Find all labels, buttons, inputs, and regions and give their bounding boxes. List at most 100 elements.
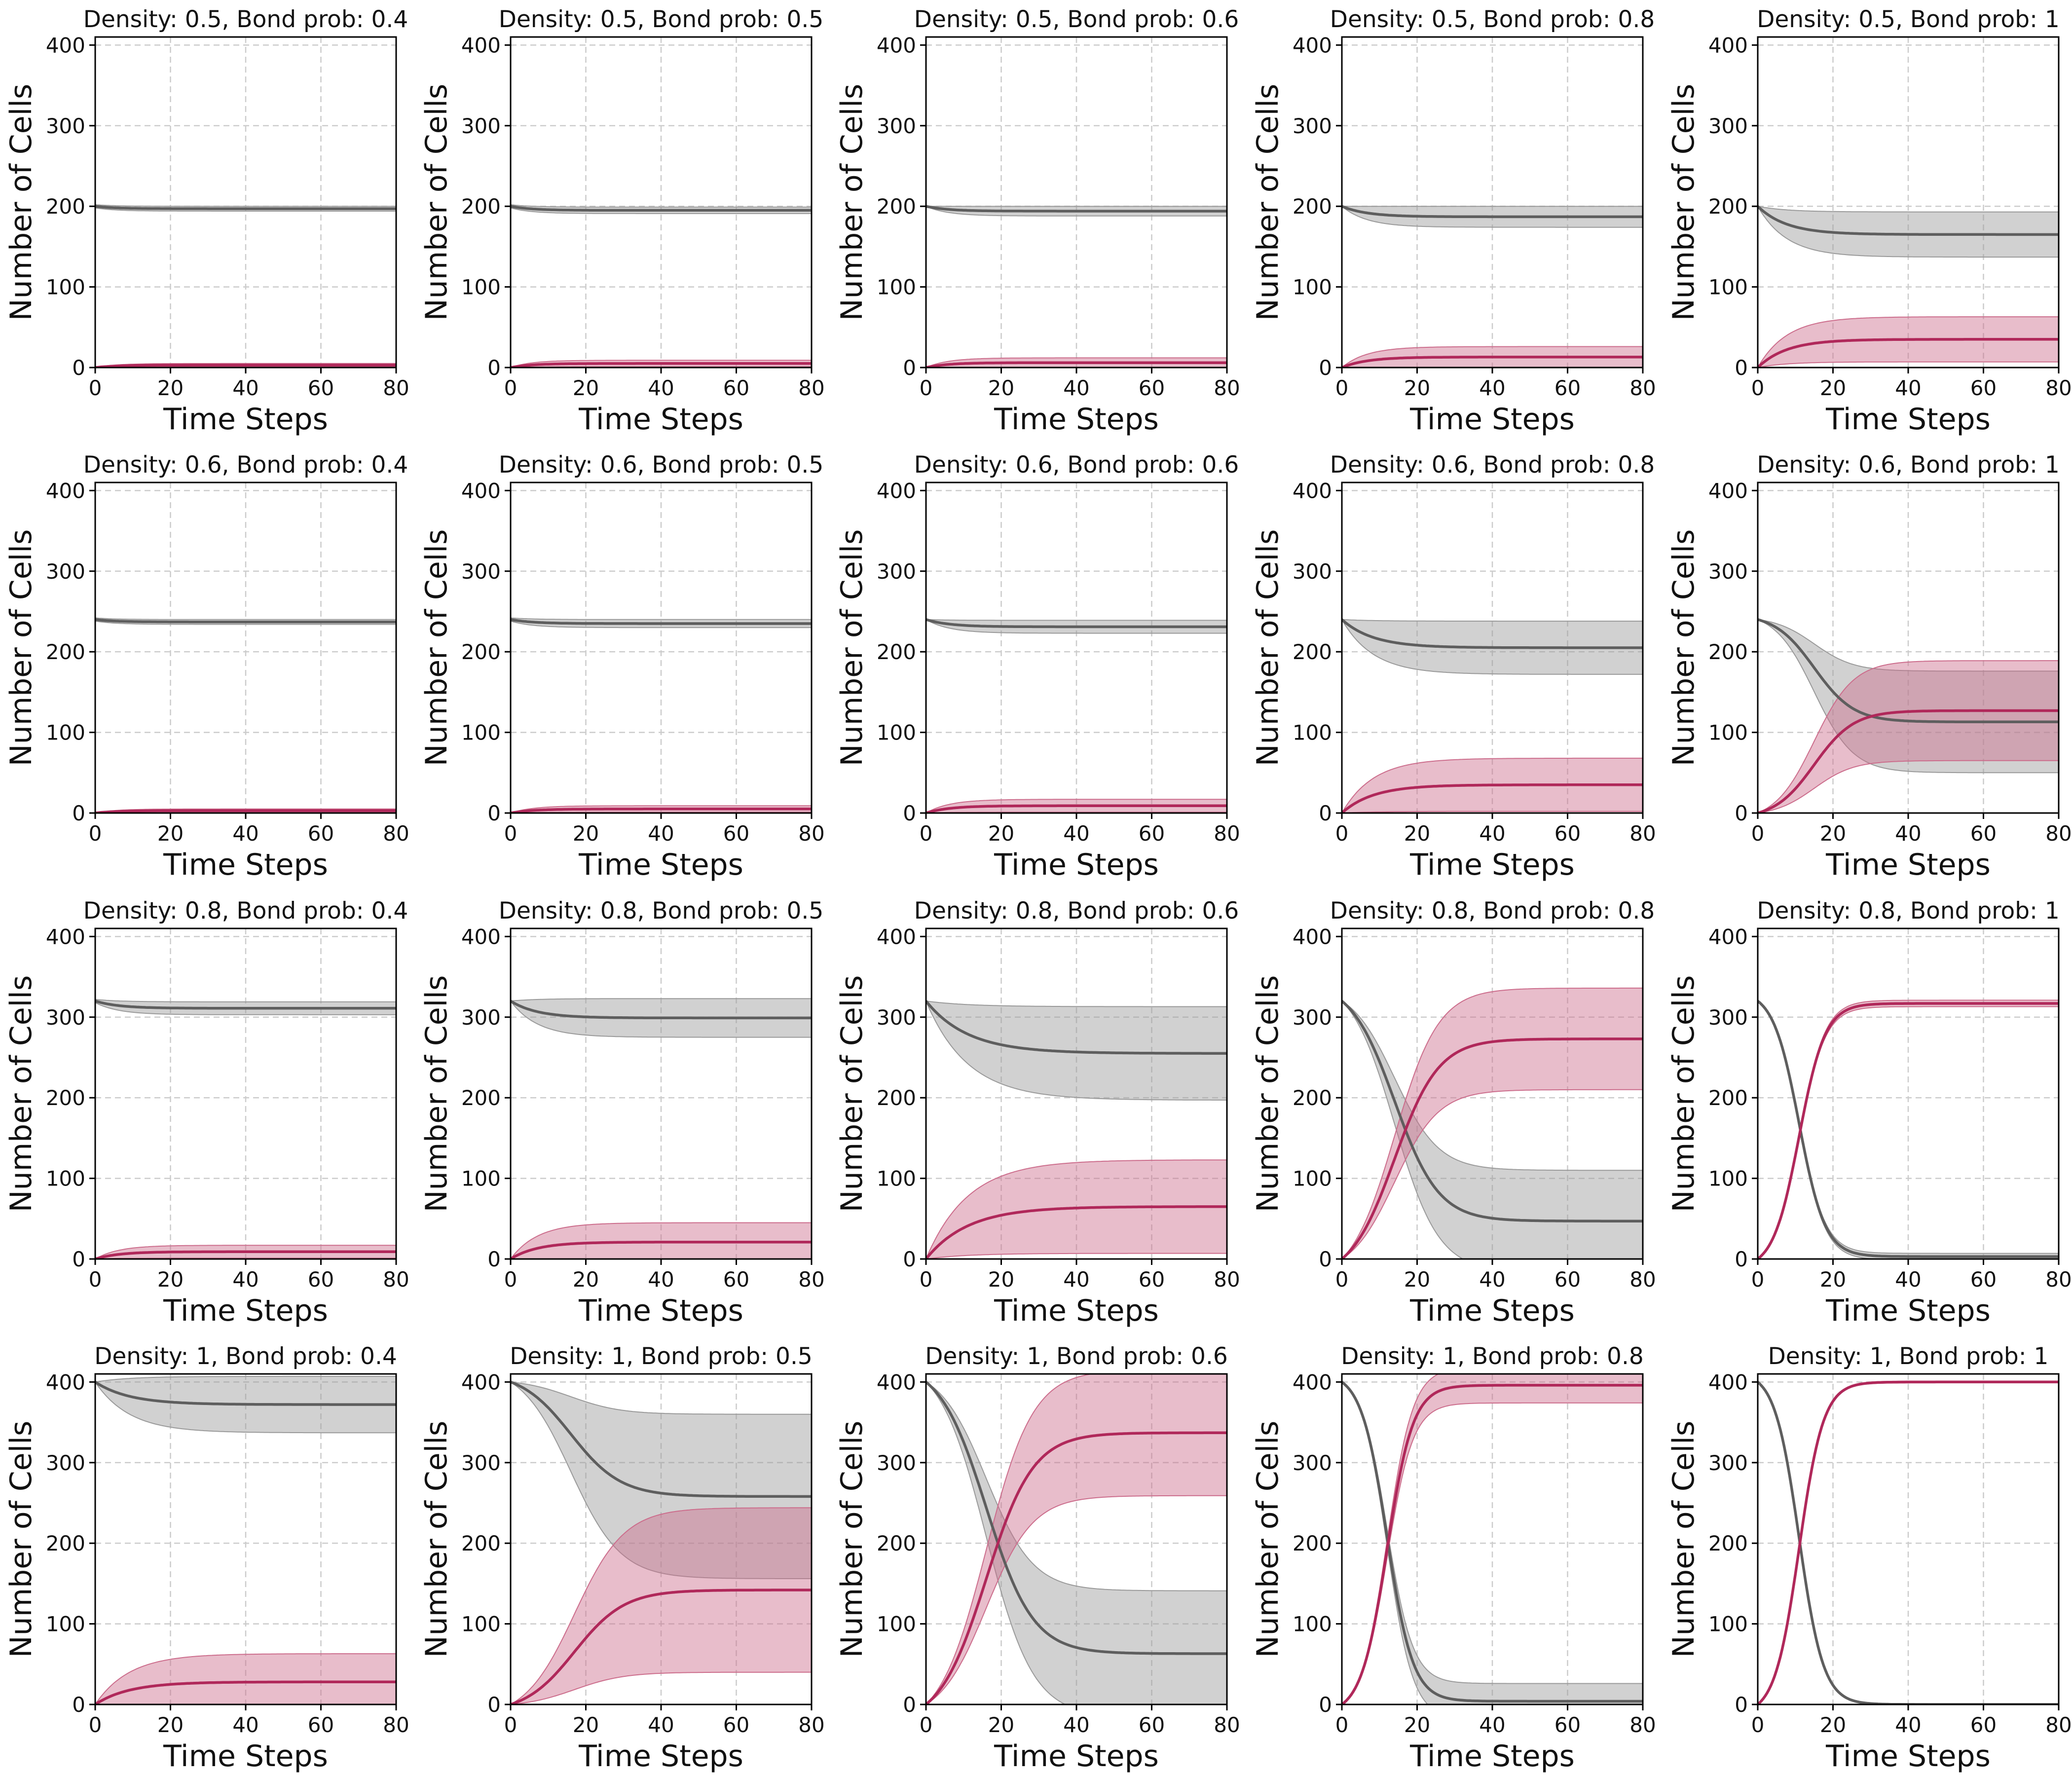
- intact-band: [926, 1000, 1227, 1101]
- subplot-title: Density: 0.8, Bond prob: 0.5: [499, 897, 823, 925]
- x-tick-label: 0: [1751, 1713, 1765, 1737]
- x-axis-label: Time Steps: [1825, 402, 1991, 437]
- x-tick-label: 0: [1751, 821, 1765, 846]
- converted-band: [1758, 999, 2059, 1259]
- x-tick-label: 0: [1335, 376, 1349, 400]
- x-axis-label: Time Steps: [578, 1294, 743, 1328]
- subplot-title: Density: 0.6, Bond prob: 0.4: [83, 451, 408, 479]
- x-tick-label: 60: [1554, 1713, 1581, 1737]
- x-tick-label: 80: [1214, 376, 1240, 400]
- x-tick-label: 0: [1335, 1267, 1349, 1292]
- x-tick-label: 20: [988, 1267, 1014, 1292]
- x-tick-label: 60: [723, 821, 749, 846]
- y-tick-label: 300: [877, 114, 916, 138]
- y-tick-label: 0: [487, 1693, 501, 1717]
- y-axis-label: Number of Cells: [1666, 1421, 1701, 1658]
- x-tick-label: 0: [89, 376, 102, 400]
- y-tick-label: 300: [1708, 559, 1748, 584]
- x-tick-label: 60: [308, 1267, 334, 1292]
- y-axis-label: Number of Cells: [419, 1421, 454, 1658]
- x-tick-label: 0: [504, 821, 518, 846]
- converted-band: [1758, 316, 2059, 368]
- y-tick-label: 300: [1293, 1005, 1332, 1030]
- y-tick-label: 200: [1293, 1086, 1332, 1110]
- y-tick-label: 300: [46, 114, 85, 138]
- y-tick-label: 400: [461, 479, 501, 503]
- x-tick-label: 40: [1895, 821, 1921, 846]
- subplot-15: 0 20 40 60 80 0 100 200 300 400 Density: 0.8, Bond…: [1666, 897, 2072, 1328]
- x-tick-label: 60: [1139, 821, 1165, 846]
- y-tick-label: 300: [461, 1451, 501, 1475]
- x-tick-label: 0: [1751, 376, 1765, 400]
- y-tick-label: 100: [46, 721, 85, 745]
- converted-line: [95, 1250, 396, 1259]
- x-tick-label: 80: [2045, 1713, 2072, 1737]
- intact-band: [511, 1381, 812, 1579]
- y-tick-label: 100: [461, 1167, 501, 1191]
- x-tick-label: 20: [1820, 376, 1846, 400]
- y-tick-label: 100: [461, 275, 501, 299]
- x-tick-label: 0: [504, 1267, 518, 1292]
- x-tick-label: 80: [1629, 376, 1656, 400]
- subplot-title: Density: 0.5, Bond prob: 0.5: [499, 6, 823, 33]
- x-tick-label: 60: [723, 1267, 749, 1292]
- x-tick-label: 0: [1335, 821, 1349, 846]
- x-tick-label: 80: [2045, 376, 2072, 400]
- x-axis-label: Time Steps: [163, 848, 328, 882]
- x-tick-label: 60: [723, 1713, 749, 1737]
- subplot-title: Density: 1, Bond prob: 0.4: [94, 1343, 397, 1370]
- x-axis-label: Time Steps: [578, 848, 743, 882]
- intact-line: [926, 205, 1227, 213]
- converted-line: [95, 1680, 396, 1704]
- x-tick-label: 20: [988, 1713, 1014, 1737]
- x-tick-label: 20: [1820, 821, 1846, 846]
- x-tick-label: 20: [1404, 376, 1430, 400]
- converted-line: [926, 1205, 1227, 1259]
- converted-line: [1342, 356, 1643, 368]
- intact-band: [1758, 1000, 2059, 1259]
- y-tick-label: 400: [877, 479, 916, 503]
- x-axis-label: Time Steps: [1825, 1739, 1991, 1774]
- y-tick-label: 200: [461, 640, 501, 664]
- y-axis-label: Number of Cells: [419, 84, 454, 321]
- y-tick-label: 300: [461, 114, 501, 138]
- y-tick-label: 200: [1708, 1086, 1748, 1110]
- y-tick-label: 400: [1708, 33, 1748, 57]
- x-tick-label: 60: [308, 376, 334, 400]
- y-tick-label: 300: [46, 559, 85, 584]
- converted-line: [926, 804, 1227, 813]
- intact-band: [1342, 1000, 1643, 1259]
- y-tick-label: 100: [1708, 1612, 1748, 1636]
- y-tick-label: 100: [877, 1612, 916, 1636]
- y-tick-label: 200: [1293, 640, 1332, 664]
- x-tick-label: 60: [1970, 376, 1997, 400]
- converted-line: [511, 1589, 812, 1704]
- y-axis-label: Number of Cells: [1666, 529, 1701, 766]
- y-tick-label: 400: [1293, 925, 1332, 949]
- x-tick-label: 0: [920, 1267, 933, 1292]
- y-axis-label: Number of Cells: [835, 1421, 869, 1658]
- intact-line: [1342, 205, 1643, 219]
- converted-line: [926, 361, 1227, 368]
- converted-band: [1758, 660, 2059, 813]
- x-tick-label: 20: [1404, 1713, 1430, 1737]
- x-tick-label: 20: [1820, 1713, 1846, 1737]
- y-tick-label: 300: [1708, 114, 1748, 138]
- y-tick-label: 0: [1735, 801, 1748, 825]
- x-axis-label: Time Steps: [578, 1739, 743, 1774]
- y-tick-label: 0: [72, 1693, 85, 1717]
- y-tick-label: 0: [487, 801, 501, 825]
- converted-line: [511, 362, 812, 368]
- y-tick-label: 0: [487, 356, 501, 380]
- x-tick-label: 60: [1554, 821, 1581, 846]
- subplot-19: 0 20 40 60 80 0 100 200 300 400 Density: 1, Bond p…: [1251, 1343, 1656, 1774]
- x-tick-label: 80: [383, 1267, 409, 1292]
- y-tick-label: 300: [461, 1005, 501, 1030]
- y-tick-label: 100: [1708, 1167, 1748, 1191]
